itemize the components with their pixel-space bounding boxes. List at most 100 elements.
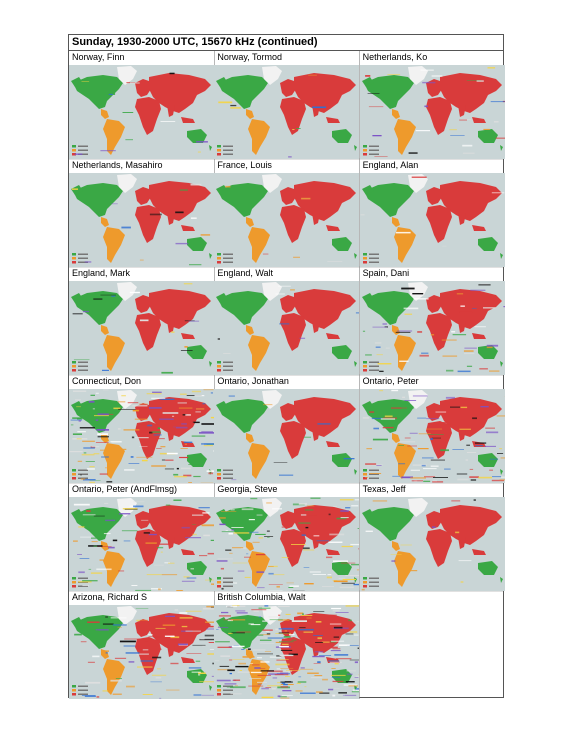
noise-streak <box>458 311 472 313</box>
india-shape <box>312 429 321 441</box>
noise-streak <box>191 671 201 673</box>
noise-streak <box>257 674 272 676</box>
noise-streak <box>115 678 122 679</box>
noise-streak <box>207 653 214 655</box>
noise-streak <box>139 619 148 621</box>
noise-streak <box>124 469 135 471</box>
legend-swatch <box>362 365 367 368</box>
noise-streak <box>206 605 214 608</box>
noise-streak <box>345 575 360 577</box>
noise-streak <box>253 610 260 612</box>
alaska-shape <box>361 77 374 87</box>
noise-streak <box>355 675 360 677</box>
noise-streak <box>74 153 83 155</box>
noise-streak <box>496 453 503 454</box>
noise-streak <box>384 415 393 418</box>
noise-streak <box>289 634 295 636</box>
noise-streak <box>210 392 213 394</box>
noise-streak <box>130 82 140 84</box>
noise-streak <box>245 576 251 578</box>
legend-text-line <box>78 577 88 579</box>
noise-streak <box>500 476 505 478</box>
noise-streak <box>487 67 495 69</box>
noise-streak <box>459 428 471 430</box>
legend-text-line <box>223 253 234 255</box>
noise-streak <box>134 418 148 420</box>
noise-streak <box>144 640 149 642</box>
noise-streak <box>246 553 249 555</box>
noise-streak <box>361 588 365 591</box>
noise-streak <box>251 634 264 636</box>
noise-streak <box>314 675 323 677</box>
alaska-shape <box>361 401 374 411</box>
noise-streak <box>275 293 286 295</box>
noise-streak <box>238 570 245 572</box>
noise-streak <box>403 307 418 310</box>
noise-streak <box>77 418 83 420</box>
noise-streak <box>269 584 284 585</box>
noise-streak <box>228 532 234 535</box>
europe-shape <box>425 511 442 529</box>
legend-swatch <box>72 253 76 256</box>
noise-streak <box>357 569 360 571</box>
map-cell-label: France, Louis <box>217 160 272 170</box>
noise-streak <box>303 631 314 633</box>
africa-shape <box>280 313 307 351</box>
central-america-shape <box>246 217 255 227</box>
noise-streak <box>465 444 470 446</box>
noise-streak <box>161 574 178 576</box>
noise-streak <box>110 679 122 682</box>
noise-streak <box>275 633 292 634</box>
noise-streak <box>278 614 281 616</box>
noise-streak <box>249 678 262 679</box>
noise-streak <box>235 685 239 687</box>
noise-streak <box>264 536 274 537</box>
legend-swatch <box>72 361 76 364</box>
noise-streak <box>350 631 358 633</box>
noise-streak <box>88 401 95 403</box>
africa-shape <box>280 205 307 243</box>
noise-streak <box>70 424 74 426</box>
noise-streak <box>244 556 252 558</box>
noise-streak <box>478 368 488 370</box>
legend-swatch <box>362 469 367 472</box>
noise-streak <box>191 524 196 525</box>
noise-streak <box>409 432 418 434</box>
noise-streak <box>272 508 283 510</box>
north-america-shape <box>218 507 269 541</box>
noise-streak <box>304 686 307 688</box>
noise-streak <box>206 628 214 630</box>
noise-streak <box>125 652 140 654</box>
noise-streak <box>278 619 290 621</box>
asia-shape <box>294 397 357 437</box>
south-america-shape <box>103 335 125 371</box>
noise-streak <box>73 540 78 542</box>
legend-swatch <box>72 689 76 692</box>
noise-streak <box>171 331 175 333</box>
noise-streak <box>81 81 90 82</box>
noise-streak <box>278 628 295 630</box>
noise-streak <box>237 612 249 614</box>
noise-streak <box>449 135 465 136</box>
noise-streak <box>284 636 291 638</box>
noise-streak <box>496 415 505 417</box>
indonesia-shape <box>471 225 486 231</box>
noise-streak <box>282 643 289 645</box>
noise-streak <box>256 571 265 573</box>
noise-streak <box>284 630 288 632</box>
noise-streak <box>141 519 149 521</box>
south-america-shape <box>248 443 271 479</box>
noise-streak <box>93 515 105 517</box>
noise-streak <box>188 320 200 322</box>
noise-streak <box>313 574 327 575</box>
legend-swatch <box>362 145 367 148</box>
noise-streak <box>327 261 343 262</box>
noise-streak <box>80 474 82 476</box>
noise-streak <box>191 435 206 437</box>
legend-swatch <box>72 477 76 480</box>
noise-streak <box>125 139 133 141</box>
noise-streak <box>255 533 267 535</box>
noise-streak <box>275 674 289 676</box>
legend-swatch <box>217 685 222 688</box>
noise-streak <box>87 528 96 530</box>
